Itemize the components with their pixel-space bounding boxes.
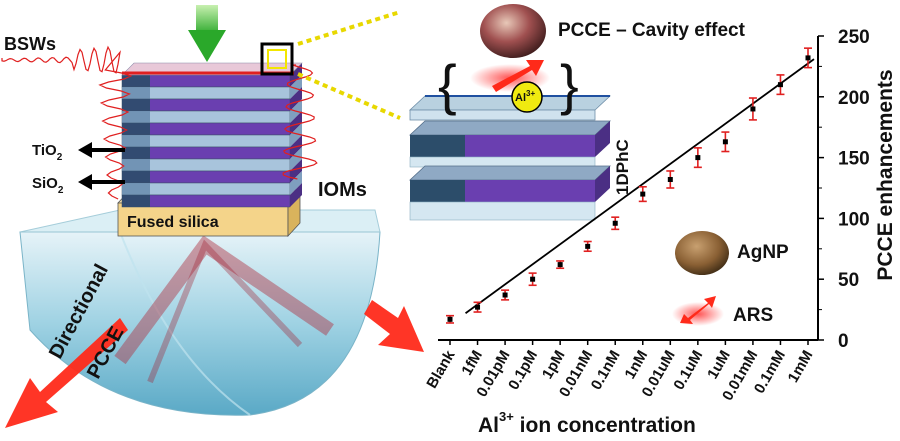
y-tick-label: 50 [838,270,859,291]
y-axis-label: PCCE enhancements [874,69,897,280]
zoom-line-bottom [297,72,401,120]
point-marker [585,243,591,249]
point-marker [777,82,783,88]
y-tick-label: 100 [838,209,870,230]
fused-silica-label: Fused silica [127,214,219,231]
y-tick-label: 150 [838,149,870,170]
tio2-pointer-arrow [78,142,125,158]
directional-pcce-arrow-right [364,300,424,352]
data-point [583,240,592,253]
data-point [446,314,454,324]
data-point [666,170,675,189]
cavity-brace-left: { [438,53,457,116]
data-point [501,289,510,301]
excitation-arrow [188,5,226,62]
agnp-legend-particle [675,231,729,275]
x-tick-label: 1mM [785,348,817,386]
data-point [804,47,812,69]
silver-nanoparticle-cavity [480,4,546,58]
cavity-inset: { } [408,53,612,221]
data-point [556,260,565,270]
zoom-line-top [297,10,401,46]
data-point [611,216,620,231]
point-marker [750,106,756,112]
cavity-red-arrow [492,60,544,92]
ioms-label: IOMs [318,179,367,201]
point-marker [530,276,536,282]
ars-legend-arrow [680,296,716,324]
point-marker [695,155,701,161]
data-point [473,301,482,313]
point-marker [475,304,481,310]
point-marker [640,191,646,197]
tio2-label: TiO2 [32,142,63,163]
point-marker [667,176,673,182]
beam-paths [114,235,334,384]
point-marker [447,316,453,322]
sio2-label: SiO2 [32,175,64,196]
cavity-brace-right: } [560,53,579,116]
y-tick-label: 0 [838,331,849,352]
data-point [748,97,757,121]
point-marker [722,139,728,145]
zoom-box [260,42,294,76]
data-point [693,147,702,169]
point-marker [805,55,811,61]
cavity-title: PCCE – Cavity effect [558,20,746,41]
point-marker [612,220,618,226]
agnp-legend-label: AgNP [737,242,789,263]
data-point [776,74,785,96]
onedphc-label: 1DPhC [613,139,632,195]
multilayer-stack [121,62,303,208]
x-tick-label: 1fM [458,348,486,379]
data-point [528,272,537,287]
ars-legend-glow [672,302,724,326]
data-point [638,185,647,203]
bsws-label: BSWs [4,34,56,54]
point-marker [502,292,508,298]
bsw-field-profile-left [1,45,133,200]
point-marker [557,262,563,268]
directional-pcce-arrow-left [5,318,128,428]
al-ion-circle [511,81,543,113]
data-point [721,131,730,153]
al-ion-label: Al3+ [515,89,535,104]
bsw-field-profile-right [282,64,318,180]
x-tick-label: Blank [423,347,458,391]
y-tick-label: 250 [838,27,870,48]
ars-legend-label: ARS [733,305,773,326]
y-tick-label: 200 [838,88,870,109]
sio2-pointer-arrow [78,174,125,190]
x-axis-label: Al3+ ion concentration [478,409,696,436]
